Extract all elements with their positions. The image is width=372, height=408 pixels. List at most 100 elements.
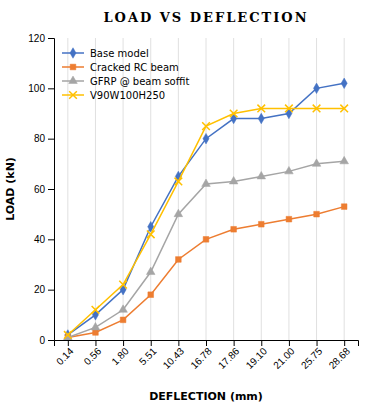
x-tick-mark	[317, 340, 318, 346]
x-tick: 19.10	[244, 340, 270, 371]
legend: Base model Cracked RC beam GFRP @ beam sof…	[62, 48, 189, 101]
grid	[68, 38, 344, 340]
y-tick-mark	[48, 189, 54, 190]
x-tick: 25.75	[299, 340, 325, 371]
series-line	[68, 108, 344, 335]
data-point	[147, 230, 155, 238]
y-tick-label: 80	[34, 133, 46, 144]
legend-item: Cracked RC beam	[62, 62, 179, 73]
x-tick: 21.00	[271, 340, 297, 371]
series-line	[68, 83, 344, 335]
data-point	[202, 122, 210, 130]
data-point	[230, 110, 238, 118]
x-tick-mark	[344, 340, 345, 346]
x-tick-label: 19.10	[244, 345, 270, 371]
y-tick-label: 0	[39, 335, 45, 346]
legend-label: Base model	[90, 48, 149, 59]
chart: 0.14 0.561.80 5.5110.4316.7817.8619.1021.0…	[0, 0, 372, 408]
series	[64, 105, 348, 339]
data-point	[148, 292, 154, 298]
data-point	[257, 105, 265, 113]
series	[64, 156, 349, 340]
data-point	[341, 78, 347, 89]
data-point	[313, 105, 321, 113]
x-axis: 0.14 0.561.80 5.5110.4316.7817.8619.1021.0…	[54, 340, 358, 371]
y-tick: 80	[34, 133, 54, 144]
x-tick: 0.14	[54, 340, 76, 367]
x-tick-mark	[178, 340, 179, 346]
data-point	[258, 221, 264, 227]
y-tick-mark	[48, 38, 54, 39]
x-tick-mark	[68, 340, 69, 346]
x-tick-mark	[289, 340, 290, 346]
y-tick-mark	[48, 139, 54, 140]
data-point	[314, 83, 320, 94]
y-tick: 60	[34, 184, 54, 195]
legend-label: Cracked RC beam	[90, 62, 179, 73]
data-point	[314, 211, 320, 217]
x-tick-label: 0.56	[82, 345, 104, 367]
x-tick-label: 28.68	[327, 345, 353, 371]
y-tick-label: 20	[34, 284, 46, 295]
y-tick-mark	[48, 340, 54, 341]
x-tick: 5.51	[137, 340, 159, 367]
x-tick-mark	[123, 340, 124, 346]
y-tick-label: 120	[28, 33, 45, 44]
y-tick-mark	[48, 239, 54, 240]
x-tick-label: 1.80	[109, 345, 131, 367]
x-tick-label: 10.43	[161, 345, 187, 371]
y-tick-label: 60	[34, 184, 46, 195]
x-tick: 17.86	[216, 340, 242, 371]
plot-area: 0.14 0.561.80 5.5110.4316.7817.8619.1021.0…	[28, 33, 358, 371]
grid-line	[233, 38, 234, 340]
x-tick-label: 0.14	[54, 345, 76, 367]
x-tick-mark	[151, 340, 152, 346]
x-tick-label: 16.78	[188, 345, 214, 371]
y-tick: 100	[28, 83, 54, 94]
x-tick: 28.68	[327, 340, 353, 371]
data-point	[257, 171, 266, 178]
x-axis-line	[55, 341, 359, 347]
y-tick: 40	[34, 234, 54, 245]
data-point	[120, 317, 126, 323]
y-tick: 0	[39, 335, 54, 346]
data-point	[146, 267, 155, 274]
data-point	[285, 166, 294, 173]
y-tick-mark	[48, 290, 54, 291]
data-point	[285, 105, 293, 113]
grid-line	[206, 38, 207, 340]
data-point	[258, 113, 264, 124]
legend-item: GFRP @ beam soffit	[62, 76, 189, 87]
grid-line	[67, 38, 68, 340]
x-tick-mark	[206, 340, 207, 346]
data-point	[231, 226, 237, 232]
x-tick: 0.56	[82, 340, 104, 367]
data-point	[119, 305, 128, 312]
series	[65, 78, 347, 340]
legend-item: V90W100H250	[62, 90, 165, 101]
legend-item: Base model	[62, 48, 149, 59]
data-point	[202, 179, 211, 186]
data-point	[64, 331, 72, 339]
data-point	[340, 156, 349, 163]
data-point	[203, 133, 209, 144]
y-axis-line	[48, 39, 55, 341]
legend-marker	[69, 91, 77, 99]
x-axis-title: DEFLECTION (mm)	[149, 390, 263, 403]
legend-marker	[70, 48, 76, 59]
x-tick-mark	[234, 340, 235, 346]
data-point	[93, 330, 99, 336]
title: LOAD VS DEFLECTION	[103, 10, 308, 25]
x-tick-label: 25.75	[299, 345, 325, 371]
y-tick-mark	[48, 88, 54, 89]
y-axis-title: LOAD (kN)	[4, 157, 17, 221]
data-point	[176, 257, 182, 263]
y-axis: 0 20 40 60 80 100 120	[28, 33, 54, 346]
y-tick-label: 100	[28, 83, 45, 94]
x-tick: 1.80	[109, 340, 131, 367]
legend-marker	[69, 76, 78, 83]
data-point	[312, 159, 321, 166]
grid-line	[261, 38, 262, 340]
grid-line	[288, 38, 289, 340]
x-tick: 10.43	[161, 340, 187, 371]
